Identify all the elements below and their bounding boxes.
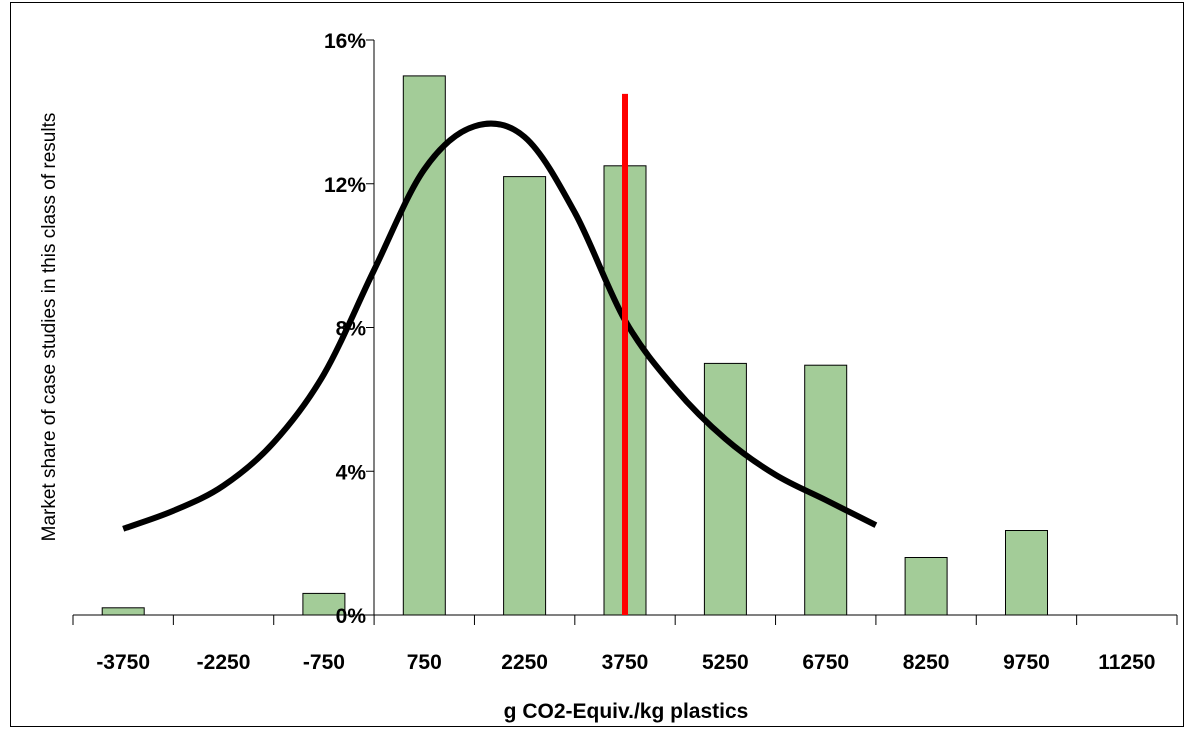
y-tick-label: 4% [336,461,367,484]
x-tick-label: 8250 [903,651,950,674]
x-tick-label: -750 [303,651,345,674]
bar [101,607,145,616]
x-tick-label: -3750 [96,651,150,674]
x-tick-label: -2250 [197,651,251,674]
y-tick-label: 16% [324,30,366,53]
x-tick-label: 6750 [802,651,849,674]
x-tick-label: 3750 [602,651,649,674]
x-tick-label: 11250 [1098,651,1155,674]
curve-layer [122,93,878,615]
bar [904,557,948,616]
y-tick-label: 0% [336,605,367,628]
x-tick-label: 2250 [501,651,548,674]
bar [402,75,446,616]
bars-group [101,75,1048,616]
bar [503,176,547,616]
chart-frame [10,2,1184,727]
x-tick-label: 5250 [702,651,749,674]
fitted-curve [122,120,878,532]
y-axis-title: Market share of case studies in this cla… [39,113,60,542]
x-tick-label: 750 [407,651,442,674]
bar [703,362,747,616]
x-axis-title: g CO2-Equiv./kg plastics [504,700,749,723]
bar [1005,530,1048,616]
x-tick-label: 9750 [1003,651,1050,674]
y-tick-label: 12% [324,174,366,197]
